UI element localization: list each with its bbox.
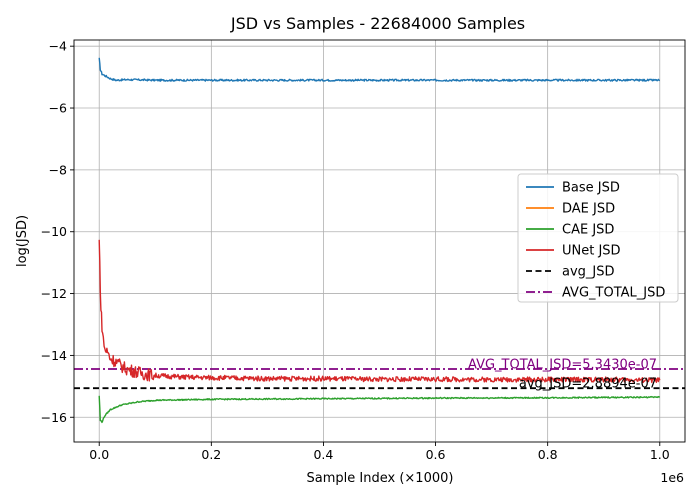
legend-label: avg_JSD	[562, 265, 615, 280]
legend-label: Base JSD	[562, 181, 620, 196]
plot-area-frame	[73, 39, 686, 443]
y-tick-label: −4	[49, 39, 67, 54]
x-axis-ticks: 0.0 0.2 0.4 0.6 0.8 1.0	[89, 442, 670, 462]
annotations: avg_JSD=2.8894e-07 AVG_TOTAL_JSD=5.3430e-…	[468, 358, 657, 392]
series-line-base-jsd	[98, 57, 660, 82]
x-tick-label: 0.0	[89, 447, 109, 462]
annotation-avg-jsd: avg_JSD=2.8894e-07	[519, 377, 657, 392]
y-axis-ticks: −16 −14 −12 −10 −8 −6 −4	[41, 39, 74, 425]
x-offset-text: 1e6	[660, 470, 684, 485]
x-tick-label: 1.0	[650, 447, 670, 462]
legend-label: DAE JSD	[562, 202, 615, 217]
legend-label: AVG_TOTAL_JSD	[562, 286, 665, 301]
x-tick-label: 0.6	[426, 447, 446, 462]
series-line-cae-jsd	[98, 395, 661, 424]
legend: Base JSD DAE JSD CAE JSD UNet JSD avg_JSD AVG…	[517, 173, 679, 303]
y-tick-label: −12	[41, 286, 67, 301]
y-tick-label: −6	[49, 101, 67, 116]
series-lines	[98, 57, 661, 424]
x-axis-label: Sample Index (×1000)	[307, 471, 454, 486]
x-tick-label: 0.8	[538, 447, 558, 462]
annotation-avg-total-jsd: AVG_TOTAL_JSD=5.3430e-07	[468, 358, 657, 373]
legend-box	[517, 173, 679, 303]
y-axis-label: log(JSD)	[15, 215, 30, 267]
legend-label: UNet JSD	[562, 244, 621, 259]
chart-title: JSD vs Samples - 22684000 Samples	[230, 14, 525, 33]
series-line-unet-jsd	[98, 239, 661, 384]
reference-lines	[74, 368, 685, 390]
y-tick-label: −14	[41, 348, 67, 363]
x-tick-label: 0.2	[201, 447, 221, 462]
y-tick-label: −10	[41, 224, 67, 239]
y-tick-label: −8	[49, 162, 67, 177]
x-tick-label: 0.4	[313, 447, 333, 462]
y-tick-label: −16	[41, 410, 67, 425]
legend-label: CAE JSD	[562, 223, 614, 238]
